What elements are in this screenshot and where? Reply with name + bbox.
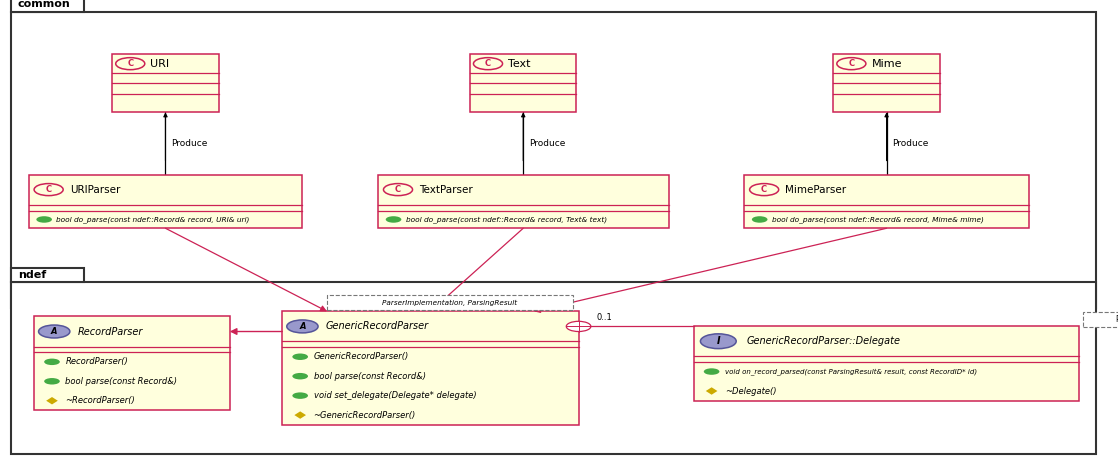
Text: void on_record_parsed(const ParsingResult& result, const RecordID* id): void on_record_parsed(const ParsingResul… (726, 368, 977, 375)
Text: bool parse(const Record&): bool parse(const Record&) (313, 372, 426, 381)
Circle shape (116, 57, 144, 69)
Text: C: C (395, 185, 401, 194)
Text: GenericRecordParser::Delegate: GenericRecordParser::Delegate (747, 336, 900, 346)
Text: GenericRecordParser: GenericRecordParser (326, 321, 429, 332)
Bar (693, 326, 1080, 400)
Circle shape (386, 216, 401, 223)
Text: Produce: Produce (892, 139, 929, 148)
Circle shape (45, 358, 60, 365)
Text: common: common (18, 0, 70, 9)
Text: ~Delegate(): ~Delegate() (726, 387, 777, 395)
Circle shape (704, 368, 720, 375)
Circle shape (34, 184, 63, 196)
Text: bool parse(const Record&): bool parse(const Record&) (65, 377, 178, 386)
Circle shape (45, 378, 60, 384)
Polygon shape (294, 411, 306, 419)
Text: ~GenericRecordParser(): ~GenericRecordParser() (313, 411, 416, 419)
Text: A: A (51, 327, 57, 336)
Bar (834, 55, 939, 113)
Bar (34, 317, 229, 411)
Text: RecordParser(): RecordParser() (65, 357, 129, 366)
Text: 0..1: 0..1 (597, 313, 613, 322)
Bar (378, 175, 669, 228)
Circle shape (287, 320, 319, 333)
Bar (11, 268, 84, 282)
Circle shape (292, 373, 309, 380)
Circle shape (474, 57, 503, 69)
Text: C: C (849, 59, 854, 68)
Text: void set_delegate(Delegate* delegate): void set_delegate(Delegate* delegate) (313, 391, 476, 400)
Bar (745, 175, 1030, 228)
Text: MimeParser: MimeParser (785, 185, 846, 194)
Text: I: I (717, 336, 720, 346)
Circle shape (836, 57, 866, 69)
Text: GenericRecordParser(): GenericRecordParser() (313, 352, 409, 361)
Bar (112, 55, 219, 113)
Text: URIParser: URIParser (69, 185, 121, 194)
Circle shape (38, 325, 69, 338)
Text: ~RecordParser(): ~RecordParser() (65, 396, 135, 405)
Bar (471, 55, 577, 113)
Circle shape (751, 216, 768, 223)
Text: C: C (127, 59, 133, 68)
Circle shape (292, 354, 309, 360)
Text: C: C (761, 185, 767, 194)
Bar (11, 0, 84, 12)
Bar (28, 175, 302, 228)
Circle shape (749, 184, 778, 196)
Circle shape (700, 334, 737, 349)
Text: bool do_parse(const ndef::Record& record, Text& text): bool do_parse(const ndef::Record& record… (406, 216, 607, 223)
FancyBboxPatch shape (1083, 312, 1118, 327)
Text: C: C (46, 185, 51, 194)
Text: C: C (485, 59, 491, 68)
Circle shape (567, 321, 591, 332)
Text: URI: URI (150, 59, 170, 69)
Text: TextParser: TextParser (419, 185, 473, 194)
Circle shape (36, 216, 51, 223)
Bar (11, 12, 1096, 308)
FancyBboxPatch shape (328, 295, 574, 310)
Bar (282, 311, 579, 425)
Text: Text: Text (509, 59, 531, 69)
Text: Produce: Produce (529, 139, 566, 148)
Circle shape (383, 184, 413, 196)
Text: bool do_parse(const ndef::Record& record, URI& uri): bool do_parse(const ndef::Record& record… (56, 216, 249, 223)
Text: A: A (300, 322, 305, 331)
Circle shape (292, 392, 309, 399)
Text: Produce: Produce (171, 139, 208, 148)
Text: bool do_parse(const ndef::Record& record, Mime& mime): bool do_parse(const ndef::Record& record… (771, 216, 984, 223)
Polygon shape (46, 397, 58, 405)
Text: ndef: ndef (18, 270, 46, 280)
Bar (11, 282, 1096, 454)
Text: ParserImplementation, ParsingResult: ParserImplementation, ParsingResult (382, 300, 518, 306)
Text: RecordParser: RecordParser (78, 326, 143, 337)
Text: Mime: Mime (872, 59, 902, 69)
Polygon shape (705, 387, 718, 394)
Text: ParsingResult: ParsingResult (1116, 315, 1118, 324)
